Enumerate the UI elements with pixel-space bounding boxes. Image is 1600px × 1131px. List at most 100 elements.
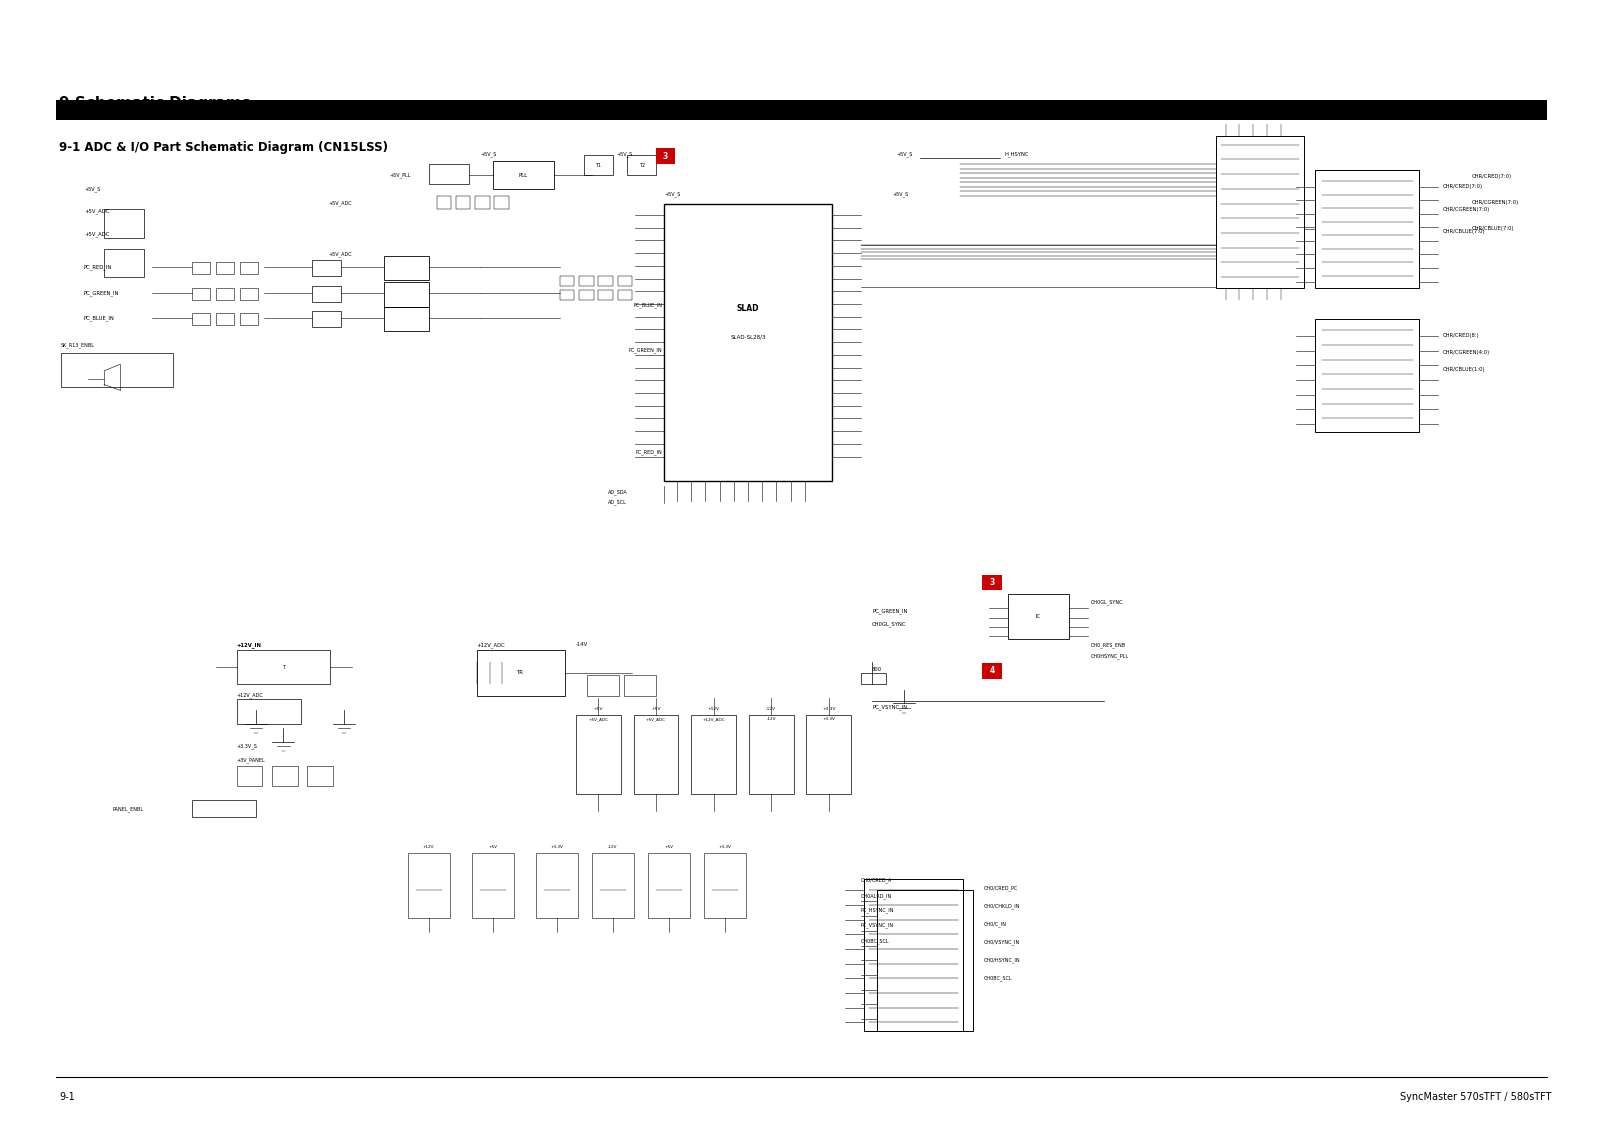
Text: CHR/CGREEN(7:0): CHR/CGREEN(7:0) bbox=[1443, 207, 1491, 211]
Text: 9-1: 9-1 bbox=[59, 1093, 75, 1102]
Text: T: T bbox=[282, 665, 285, 670]
Text: CH0/CHKLD_IN: CH0/CHKLD_IN bbox=[984, 903, 1021, 909]
Bar bbox=[312, 311, 341, 327]
Text: +12V: +12V bbox=[422, 845, 435, 849]
Bar bbox=[598, 276, 613, 286]
Bar bbox=[104, 209, 144, 238]
Text: +3.3V: +3.3V bbox=[822, 717, 835, 722]
Text: CH0GL_SYNC: CH0GL_SYNC bbox=[872, 621, 907, 628]
Text: CH0ALRD_IN: CH0ALRD_IN bbox=[861, 892, 893, 899]
Text: PC_RED_IN: PC_RED_IN bbox=[83, 264, 112, 270]
Text: CH0GL_SYNC: CH0GL_SYNC bbox=[1091, 598, 1123, 605]
Bar bbox=[536, 853, 578, 918]
Text: +5V_ADC: +5V_ADC bbox=[328, 251, 352, 258]
Text: +5V_S: +5V_S bbox=[616, 150, 632, 157]
Text: 9 Schematic Diagrams: 9 Schematic Diagrams bbox=[59, 96, 251, 111]
Bar bbox=[237, 766, 262, 786]
Text: CHR/CRED(8:): CHR/CRED(8:) bbox=[1443, 334, 1480, 338]
Text: +5V_S: +5V_S bbox=[893, 191, 909, 198]
Text: AD_SCL: AD_SCL bbox=[608, 499, 627, 506]
Text: +5V: +5V bbox=[664, 845, 674, 849]
Text: +5V: +5V bbox=[594, 707, 603, 711]
Bar bbox=[429, 164, 469, 184]
Text: PC_VSYNC_IN: PC_VSYNC_IN bbox=[872, 703, 907, 710]
Bar bbox=[475, 196, 490, 209]
Bar bbox=[216, 262, 234, 274]
Bar bbox=[584, 155, 613, 175]
Text: 800: 800 bbox=[872, 667, 882, 672]
Bar bbox=[576, 715, 621, 794]
Text: PC_VSYNC_IN: PC_VSYNC_IN bbox=[861, 922, 894, 929]
Text: CH0/C_IN: CH0/C_IN bbox=[984, 921, 1006, 927]
Text: 3: 3 bbox=[989, 578, 995, 587]
Text: +5V_ADC: +5V_ADC bbox=[328, 200, 352, 207]
Text: +5V_S: +5V_S bbox=[480, 150, 496, 157]
Text: +12V: +12V bbox=[707, 707, 720, 711]
Bar bbox=[240, 288, 258, 300]
Bar bbox=[312, 260, 341, 276]
Bar bbox=[384, 307, 429, 331]
Text: +5V_PLL: +5V_PLL bbox=[390, 172, 411, 179]
Bar bbox=[240, 262, 258, 274]
Text: PC_HSYNC_IN: PC_HSYNC_IN bbox=[861, 907, 894, 914]
Text: PC_GREEN_IN: PC_GREEN_IN bbox=[83, 290, 118, 296]
Text: -14V: -14V bbox=[576, 642, 589, 647]
Bar bbox=[587, 675, 619, 696]
Text: CH0_RES_ENB: CH0_RES_ENB bbox=[1091, 641, 1126, 648]
Text: +12V_ADC: +12V_ADC bbox=[237, 692, 264, 699]
Text: -12V: -12V bbox=[766, 717, 776, 722]
Text: CH0BC_SCL: CH0BC_SCL bbox=[984, 975, 1013, 982]
Bar bbox=[579, 276, 594, 286]
Bar bbox=[1315, 170, 1419, 288]
Bar bbox=[664, 204, 832, 481]
Text: CH0/CRED_PC: CH0/CRED_PC bbox=[984, 884, 1018, 891]
Text: IC: IC bbox=[1035, 614, 1042, 619]
Bar bbox=[749, 715, 794, 794]
Bar bbox=[560, 290, 574, 300]
Text: PC_GREEN_IN: PC_GREEN_IN bbox=[629, 347, 662, 354]
Text: +5V: +5V bbox=[651, 707, 661, 711]
Bar bbox=[61, 353, 173, 387]
Bar bbox=[192, 800, 256, 817]
Bar bbox=[634, 715, 678, 794]
Bar bbox=[104, 249, 144, 277]
Text: CH0BC_SCL: CH0BC_SCL bbox=[861, 938, 890, 944]
Text: +12V_ADC: +12V_ADC bbox=[477, 641, 506, 648]
Bar bbox=[477, 650, 565, 696]
Bar bbox=[1315, 319, 1419, 432]
Text: PC_RED_IN: PC_RED_IN bbox=[635, 449, 662, 456]
Bar bbox=[216, 313, 234, 325]
Bar bbox=[493, 161, 554, 189]
Text: PC_GREEN_IN: PC_GREEN_IN bbox=[872, 607, 907, 614]
Text: AD_SDA: AD_SDA bbox=[608, 489, 627, 495]
Text: +5V_S: +5V_S bbox=[664, 191, 680, 198]
Text: PC_BLUE_IN: PC_BLUE_IN bbox=[83, 314, 114, 321]
Text: +5V: +5V bbox=[488, 845, 498, 849]
Text: 3: 3 bbox=[662, 152, 669, 161]
Bar bbox=[560, 276, 574, 286]
Bar bbox=[216, 288, 234, 300]
Text: CH0/CRED_A: CH0/CRED_A bbox=[861, 877, 893, 883]
Text: +5V_ADC: +5V_ADC bbox=[85, 231, 110, 238]
Bar bbox=[598, 290, 613, 300]
Bar bbox=[272, 766, 298, 786]
Bar bbox=[592, 853, 634, 918]
Text: 9-1 ADC & I/O Part Schematic Diagram (CN15LSS): 9-1 ADC & I/O Part Schematic Diagram (CN… bbox=[59, 141, 389, 154]
Bar bbox=[192, 288, 210, 300]
Bar bbox=[192, 262, 210, 274]
Bar bbox=[861, 673, 886, 684]
Bar bbox=[691, 715, 736, 794]
Bar bbox=[877, 890, 973, 1031]
Text: +5V_ADC: +5V_ADC bbox=[646, 717, 666, 722]
Text: CHR/CGREEN(7:0): CHR/CGREEN(7:0) bbox=[1472, 200, 1520, 205]
Text: SyncMaster 570sTFT / 580sTFT: SyncMaster 570sTFT / 580sTFT bbox=[1400, 1093, 1552, 1102]
Bar bbox=[56, 100, 1547, 120]
Text: CHR/CBLUE(7:0): CHR/CBLUE(7:0) bbox=[1443, 230, 1486, 234]
Text: CH0/VSYNC_IN: CH0/VSYNC_IN bbox=[984, 939, 1021, 946]
Bar bbox=[618, 276, 632, 286]
Text: PLL: PLL bbox=[518, 173, 528, 178]
Text: +12V_IN: +12V_IN bbox=[237, 641, 262, 648]
Bar bbox=[240, 313, 258, 325]
Bar bbox=[656, 148, 675, 164]
Bar bbox=[982, 575, 1002, 590]
